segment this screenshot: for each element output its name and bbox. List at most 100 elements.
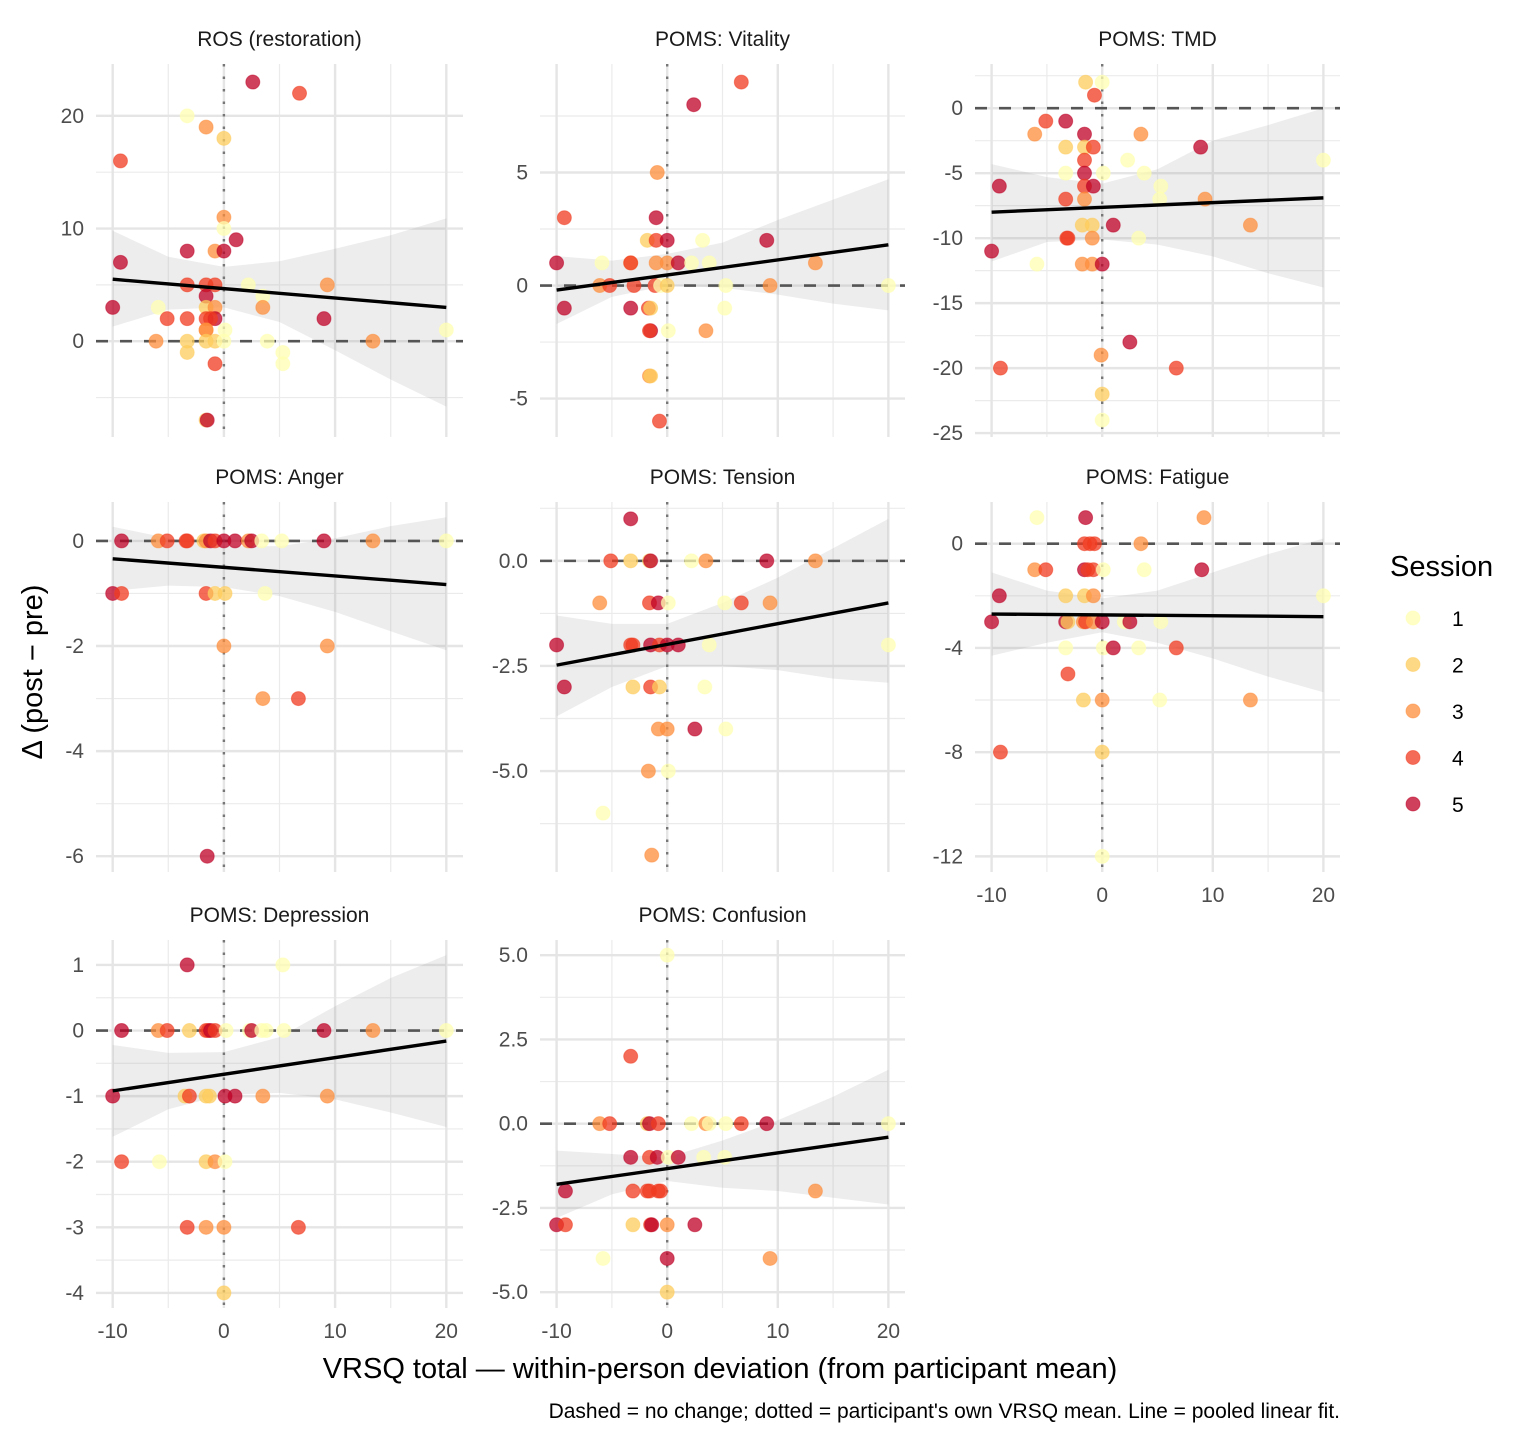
data-point-session-1 [697,679,713,695]
data-point-session-4 [650,1116,666,1132]
data-point-session-4 [159,311,175,327]
data-point-session-3 [644,847,660,863]
data-point-session-5 [316,533,332,549]
data-point-session-5 [556,679,572,695]
data-point-session-1 [1315,152,1331,168]
data-point-session-5 [557,1183,573,1199]
data-point-session-2 [1075,692,1091,708]
data-point-session-4 [179,311,195,327]
y-tick-label: 0.0 [499,1113,528,1136]
data-point-session-3 [216,638,232,654]
data-point-session-5 [670,255,686,271]
x-tick-label: 0 [661,1320,673,1343]
data-point-session-3 [198,119,214,135]
data-point-session-5 [199,848,215,864]
data-point-session-3 [1133,536,1149,552]
data-point-session-1 [695,232,711,248]
data-point-session-1 [595,1250,611,1266]
data-point-session-5 [179,243,195,259]
data-point-session-2 [181,1023,197,1039]
data-point-session-5 [1105,217,1121,233]
y-tick-label: 1 [72,954,84,977]
data-point-session-1 [216,333,232,349]
data-point-session-3 [1242,692,1258,708]
panel-poms-vitality: POMS: Vitality -5 0 5 [509,28,905,437]
data-point-session-3 [255,691,271,707]
data-point-session-5 [644,1217,660,1233]
confidence-band [112,517,447,651]
linear-fit-line [991,612,1324,619]
data-point-session-3 [762,1250,778,1266]
x-tick-label: 10 [323,1320,346,1343]
data-point-session-2 [643,368,659,384]
legend: Session 1 2 3 4 5 [1390,551,1493,817]
data-point-session-2 [643,300,659,316]
y-tick-label: 0 [72,330,84,353]
y-tick-label: -12 [933,845,963,868]
data-point-session-2 [659,1284,675,1300]
data-point-session-1 [1095,562,1111,578]
x-tick-label: 0 [218,1320,230,1343]
y-tick-label: -15 [933,292,963,315]
y-tick-label: -2 [65,635,84,658]
data-point-session-3 [365,533,381,549]
data-point-session-5 [1193,139,1209,155]
data-point-session-5 [1077,126,1092,142]
legend-swatch-session-4 [1405,750,1421,765]
data-point-session-1 [717,300,733,316]
y-tick-label: -2.5 [492,1197,528,1220]
data-point-session-3 [807,553,823,569]
linear-fit-line [112,277,447,310]
y-tick-label: -6 [65,845,84,868]
data-point-session-3 [216,1219,232,1235]
data-point-session-5 [1085,178,1101,194]
data-point-session-4 [556,210,572,226]
data-point-session-3 [659,721,675,737]
data-point-session-3 [1077,191,1092,207]
y-tick-label: -25 [933,422,963,445]
data-point-session-1 [259,333,275,349]
x-tick-label: 0 [1096,884,1108,907]
y-tick-label: -5 [944,162,963,185]
panel-title: POMS: TMD [1098,28,1217,51]
data-point-session-3 [592,595,608,611]
data-point-session-1 [1136,165,1152,181]
data-point-session-1 [718,1116,734,1132]
data-point-session-1 [1029,256,1045,272]
legend-title: Session [1390,551,1493,583]
data-point-session-5 [1122,614,1138,630]
x-tick-label: -10 [541,1320,571,1343]
data-point-session-1 [1058,165,1074,181]
data-point-session-1 [1120,152,1136,168]
x-axis-title: VRSQ total — within-person deviation (fr… [323,1353,1118,1385]
data-point-session-4 [625,1183,641,1199]
data-point-session-1 [276,1023,292,1039]
data-point-session-4 [179,533,195,549]
data-point-session-5 [659,1250,675,1266]
legend-label: 4 [1452,748,1464,771]
confidence-band [112,218,447,407]
y-tick-label: 0 [72,530,84,553]
data-point-session-3 [255,1088,271,1104]
data-point-session-5 [549,255,565,271]
legend-swatch-session-2 [1405,657,1421,672]
data-point-session-3 [255,299,271,315]
linear-fit-line [112,557,447,587]
y-tick-label: -10 [933,227,963,250]
data-point-session-5 [199,412,215,428]
y-tick-label: -2.5 [492,655,528,678]
data-point-session-1 [701,1116,717,1132]
data-point-session-5 [1105,640,1121,656]
data-point-session-4 [651,413,667,429]
data-point-session-5 [687,721,703,737]
data-point-session-1 [1058,640,1074,656]
data-point-session-5 [991,178,1007,194]
y-tick-label: 0 [951,97,963,120]
confidence-band [556,518,889,717]
legend-swatch-session-5 [1405,796,1421,812]
data-point-session-5 [623,300,639,316]
data-point-session-3 [1084,230,1100,246]
data-point-session-5 [759,232,775,248]
data-point-session-3 [1094,692,1110,708]
